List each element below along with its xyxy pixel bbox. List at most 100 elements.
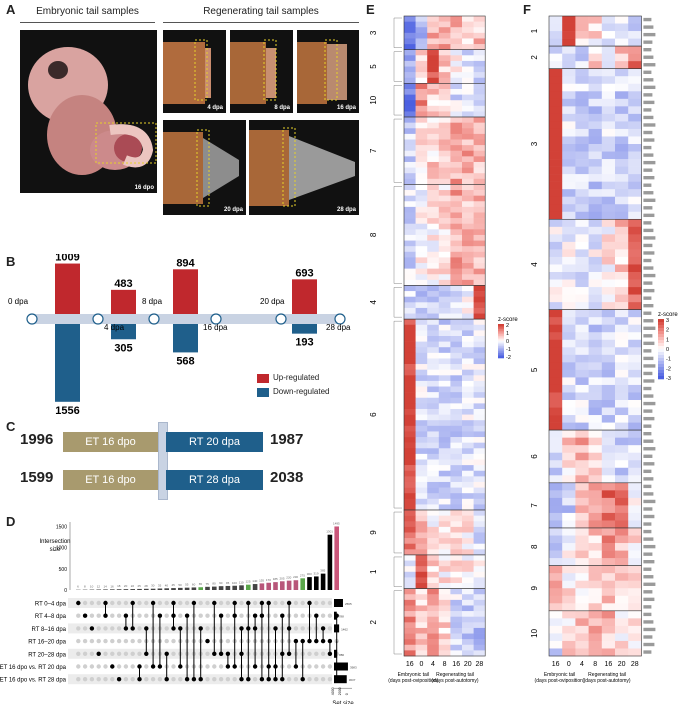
heat-cell <box>628 573 642 582</box>
heat-cell <box>427 173 440 180</box>
up-bar <box>173 269 198 314</box>
heat-cell <box>415 408 428 415</box>
heat-cell <box>588 151 603 160</box>
heat-cell <box>415 161 428 168</box>
heat-cell <box>601 648 616 657</box>
heat-cell <box>588 196 603 205</box>
heat-cell <box>601 452 616 461</box>
matrix-dot <box>116 651 122 656</box>
heat-cell <box>415 616 428 623</box>
heat-cell <box>462 128 474 135</box>
heat-cell <box>404 184 416 191</box>
heat-cell <box>549 445 563 454</box>
matrix-dot <box>205 651 210 656</box>
heat-cell <box>615 98 629 107</box>
zscore-legend-bar <box>498 324 504 359</box>
heat-cell <box>427 408 440 415</box>
heat-cell <box>601 580 616 589</box>
cluster-block <box>404 588 486 657</box>
heat-cell <box>473 229 486 236</box>
heat-cell <box>575 53 589 62</box>
cluster-label: 5 <box>369 64 378 69</box>
heat-cell <box>450 302 463 309</box>
matrix-dot <box>157 600 163 606</box>
heat-cell <box>575 61 589 70</box>
heat-cell <box>562 61 576 70</box>
heat-cell <box>415 448 428 455</box>
heat-cell <box>575 377 589 386</box>
heat-cell <box>562 392 576 401</box>
heat-cell <box>415 571 428 578</box>
heat-cell <box>404 644 416 651</box>
heat-cell <box>415 167 428 174</box>
gene-label-row <box>643 469 652 474</box>
heat-cell <box>450 397 463 404</box>
heat-cell <box>615 437 629 446</box>
heat-cell <box>415 307 428 314</box>
heat-cell <box>473 21 486 28</box>
heat-cell <box>473 627 486 634</box>
intersection-value: 230 <box>293 575 298 579</box>
heat-cell <box>628 633 642 642</box>
heat-cell <box>415 364 428 370</box>
heat-cell <box>575 460 589 469</box>
heat-cell <box>615 68 629 77</box>
heat-cell <box>404 139 416 146</box>
matrix-dot <box>184 600 190 606</box>
regen-label-28dpa: 28 dpa <box>336 207 356 213</box>
dendrogram-branch <box>393 118 402 183</box>
heat-cell <box>438 133 451 140</box>
cluster-block <box>404 117 486 185</box>
matrix-dot-filled <box>123 613 129 618</box>
heat-cell <box>462 117 474 123</box>
matrix-dot <box>212 677 217 682</box>
heat-cell <box>450 566 463 573</box>
matrix-dot-filled <box>116 677 122 682</box>
heat-cell <box>450 206 463 213</box>
heat-cell <box>404 77 416 84</box>
heat-cell <box>404 336 416 342</box>
matrix-dot-filled <box>137 677 142 682</box>
heat-cell <box>404 161 416 168</box>
cluster-label: 10 <box>530 628 539 637</box>
matrix-dot <box>76 677 81 682</box>
heat-cell <box>462 257 474 264</box>
heat-cell <box>462 481 474 488</box>
gene-label-row <box>643 206 653 210</box>
heat-cell <box>473 190 486 196</box>
heat-cell <box>615 46 629 54</box>
gene-label-row <box>643 228 654 233</box>
heat-cell <box>450 150 463 157</box>
gene-label-row <box>643 213 655 218</box>
heat-cell <box>427 257 440 264</box>
heat-cell <box>415 549 428 556</box>
heat-cell <box>438 627 451 634</box>
heat-cell <box>450 465 463 472</box>
heat-cell <box>562 31 576 39</box>
heat-cell <box>575 445 589 454</box>
matrix-dot-filled <box>307 600 312 606</box>
heat-cell <box>562 482 576 491</box>
heat-cell <box>549 61 563 70</box>
heat-cell <box>615 272 629 280</box>
heat-cell <box>450 27 463 34</box>
set-size-value: 3983 <box>350 666 357 670</box>
matrix-dot <box>286 664 292 669</box>
heat-cell <box>462 302 474 309</box>
zscore-legend-step <box>658 352 664 356</box>
heat-cell <box>415 459 428 466</box>
heat-cell <box>415 324 428 331</box>
heat-cell <box>601 475 616 484</box>
heat-cell <box>601 61 616 70</box>
heat-cell <box>562 287 576 295</box>
heat-cell <box>427 291 440 298</box>
cluster-label: 2 <box>369 620 378 625</box>
heat-cell <box>575 347 589 356</box>
heat-cell <box>438 369 451 376</box>
heat-cell <box>562 422 576 431</box>
heat-cell <box>575 68 589 77</box>
heat-cell <box>438 599 451 606</box>
heat-cell <box>438 420 451 427</box>
matrix-dot <box>300 626 305 631</box>
